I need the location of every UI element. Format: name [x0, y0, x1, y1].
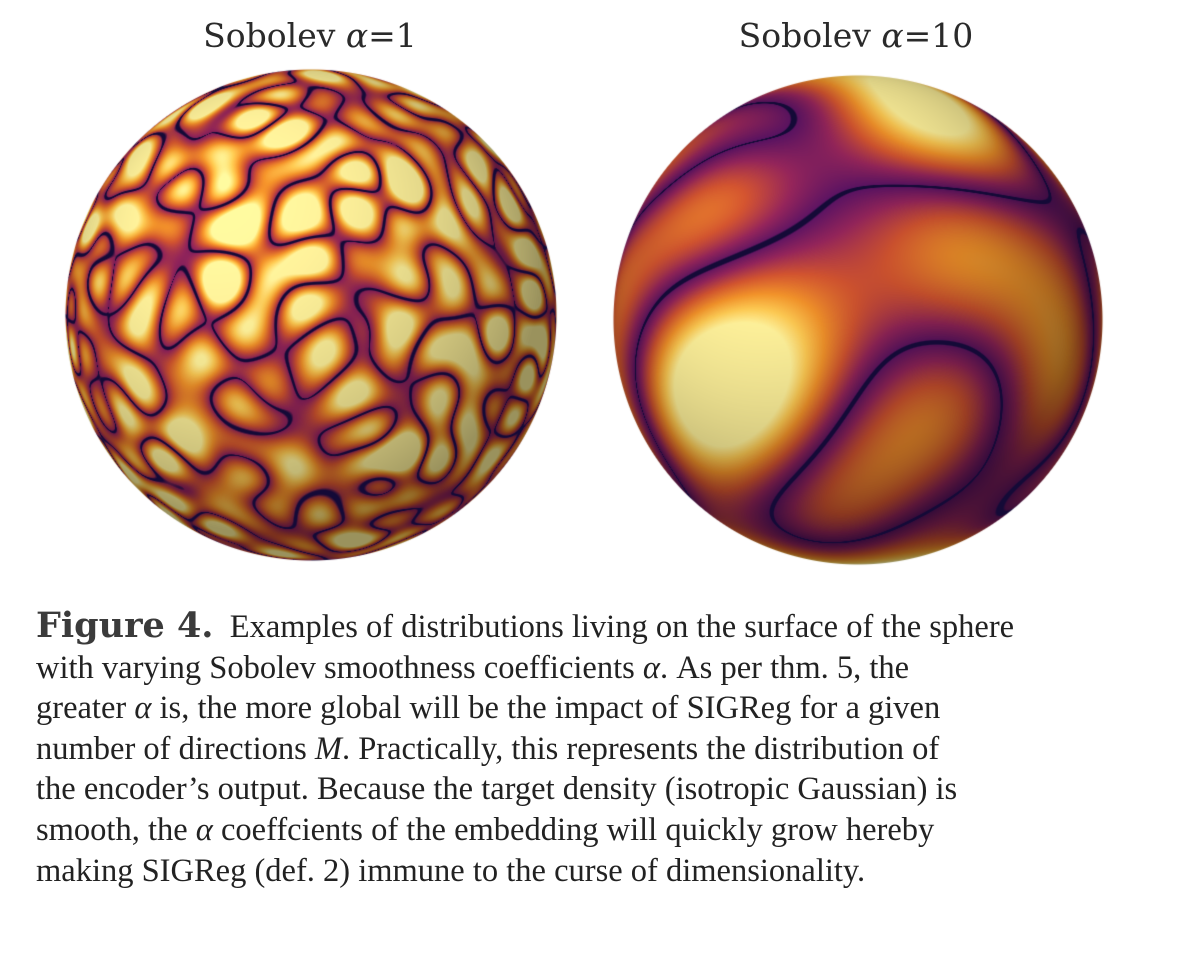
caption-text: number of directions [36, 730, 315, 767]
caption-line: Figure 4. Examples of distributions livi… [36, 605, 1136, 648]
caption-text: . Practically, this represents the distr… [341, 730, 940, 767]
panel-title-alpha-10: Sobolev α=10 [606, 16, 1106, 55]
caption-text: Examples of distributions living on the … [229, 609, 1015, 645]
math-symbol: α [642, 649, 660, 686]
figure-label: Figure 4. [36, 605, 214, 646]
caption-line: smooth, the α coeffcients of the embeddi… [36, 810, 1136, 851]
figure-caption: Figure 4. Examples of distributions livi… [36, 605, 1136, 892]
caption-line: making SIGReg (def. 2) immune to the cur… [36, 851, 1136, 892]
sphere-plot-alpha-1 [64, 68, 558, 562]
caption-text: greater [36, 690, 135, 727]
title-symbol: α [345, 16, 369, 55]
caption-text: with varying Sobolev smoothness coeffici… [36, 649, 643, 686]
caption-line: the encoder’s output. Because the target… [36, 769, 1136, 810]
title-suffix: =1 [368, 16, 417, 55]
math-symbol: α [134, 690, 152, 727]
caption-text: . As per thm. 5, the [659, 649, 910, 686]
caption-text: is, the more global will be the impact o… [151, 690, 941, 727]
title-prefix: Sobolev [203, 16, 346, 55]
caption-text: making SIGReg (def. 2) immune to the cur… [36, 852, 866, 889]
title-prefix: Sobolev [738, 16, 882, 55]
panel-title-alpha-1: Sobolev α=1 [60, 16, 560, 55]
caption-line: number of directions M. Practically, thi… [36, 729, 1136, 770]
math-symbol: M [314, 730, 342, 767]
caption-text: coeffcients of the embedding will quickl… [212, 811, 935, 848]
title-symbol: α [881, 16, 904, 55]
title-suffix: =10 [903, 16, 974, 55]
math-symbol: α [195, 811, 213, 848]
caption-text: smooth, the [36, 811, 196, 848]
sphere-plot-alpha-10 [612, 74, 1104, 566]
caption-line: with varying Sobolev smoothness coeffici… [36, 648, 1136, 689]
caption-text: the encoder’s output. Because the target… [36, 771, 958, 808]
caption-line: greater α is, the more global will be th… [36, 688, 1136, 729]
